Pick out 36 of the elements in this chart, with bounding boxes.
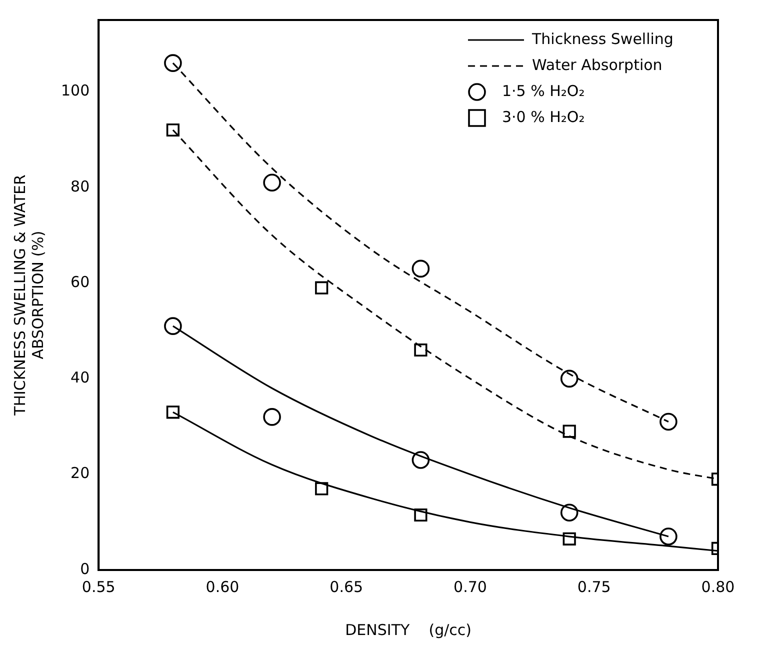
point	[166, 123, 180, 137]
y-tick-label: 60	[70, 272, 90, 291]
legend-label: Thickness Swelling	[531, 30, 674, 48]
x-tick-label: 0.80	[701, 578, 735, 596]
point	[660, 412, 678, 431]
x-axis-title: DENSITY (g/cc)	[345, 620, 472, 639]
point	[660, 528, 678, 546]
point	[166, 406, 180, 419]
y-tick-label: 40	[70, 368, 90, 387]
x-tick-label: 0.65	[330, 578, 364, 596]
point	[414, 343, 428, 357]
point	[562, 532, 576, 546]
legend-label: Water Absorption	[532, 56, 662, 74]
point	[412, 451, 430, 469]
point	[315, 281, 328, 294]
x-tick-label: 0.70	[454, 578, 487, 596]
legend-label: 3·0 % H₂O₂	[502, 108, 585, 126]
y-tick-label: 100	[60, 82, 90, 100]
y-tick-label: 20	[70, 464, 90, 482]
x-tick-label: 0.75	[577, 578, 611, 596]
point	[164, 317, 182, 335]
point	[414, 508, 428, 522]
point	[315, 482, 328, 496]
x-tick-label: 0.55	[82, 578, 116, 596]
y-tick-label: 80	[70, 177, 90, 196]
point	[560, 504, 578, 522]
point	[263, 174, 281, 192]
point	[560, 370, 578, 388]
legend-label: 1·5 % H₂O₂	[502, 82, 585, 100]
y-tick-label: 0	[80, 560, 90, 578]
x-tick-label: 0.60	[206, 578, 240, 596]
point	[412, 260, 430, 278]
y-axis-title: THICKNESS SWELLING & WATER ABSORPTION (%)	[10, 174, 47, 416]
point	[263, 408, 281, 426]
point	[562, 424, 576, 438]
point	[164, 54, 182, 72]
